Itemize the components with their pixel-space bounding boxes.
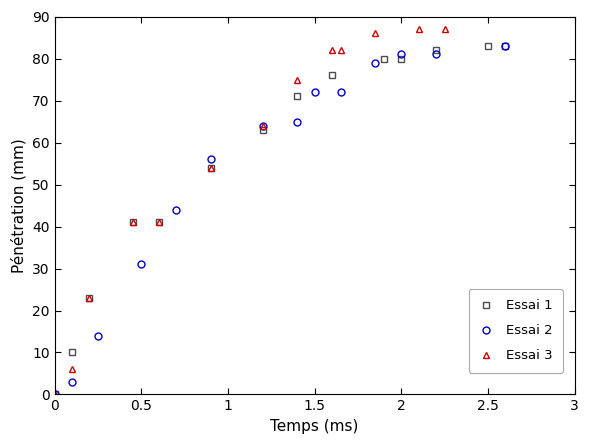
Essai 2 xyxy=(398,52,405,57)
Essai 1 xyxy=(259,127,266,133)
Essai 3 xyxy=(294,77,301,82)
Essai 3 xyxy=(329,48,336,53)
Essai 2 xyxy=(207,157,214,162)
Essai 3 xyxy=(259,123,266,129)
Essai 2 xyxy=(137,262,145,267)
Essai 1 xyxy=(155,220,162,225)
Essai 1 xyxy=(51,392,58,397)
Essai 1 xyxy=(432,48,440,53)
Essai 2 xyxy=(432,52,440,57)
Essai 1 xyxy=(329,73,336,78)
Essai 1 xyxy=(86,295,93,300)
Essai 1 xyxy=(294,94,301,99)
Essai 3 xyxy=(415,27,422,32)
Essai 1 xyxy=(381,56,388,61)
Essai 3 xyxy=(129,220,136,225)
Essai 2 xyxy=(294,119,301,124)
Essai 3 xyxy=(441,27,448,32)
Essai 2 xyxy=(372,60,379,65)
Legend: Essai 1, Essai 2, Essai 3: Essai 1, Essai 2, Essai 3 xyxy=(468,289,563,373)
Line: Essai 1: Essai 1 xyxy=(51,43,509,398)
Essai 1 xyxy=(129,220,136,225)
Essai 2 xyxy=(51,392,58,397)
Essai 1 xyxy=(207,165,214,170)
Essai 1 xyxy=(502,43,509,49)
Essai 3 xyxy=(372,31,379,36)
Essai 3 xyxy=(155,220,162,225)
Essai 3 xyxy=(207,165,214,170)
Essai 3 xyxy=(86,295,93,300)
Essai 2 xyxy=(337,89,344,95)
Line: Essai 2: Essai 2 xyxy=(51,43,509,398)
Essai 1 xyxy=(68,350,76,355)
Y-axis label: Pénétration (mm): Pénétration (mm) xyxy=(11,138,27,273)
Essai 2 xyxy=(311,89,318,95)
Essai 3 xyxy=(51,392,58,397)
Line: Essai 3: Essai 3 xyxy=(51,26,448,398)
Essai 2 xyxy=(94,333,101,338)
Essai 1 xyxy=(398,56,405,61)
Essai 2 xyxy=(259,123,266,129)
Essai 1 xyxy=(484,43,491,49)
Essai 2 xyxy=(172,207,179,212)
Essai 3 xyxy=(337,48,344,53)
Essai 2 xyxy=(502,43,509,49)
Essai 2 xyxy=(68,379,76,384)
Essai 3 xyxy=(68,367,76,372)
X-axis label: Temps (ms): Temps (ms) xyxy=(270,419,359,434)
